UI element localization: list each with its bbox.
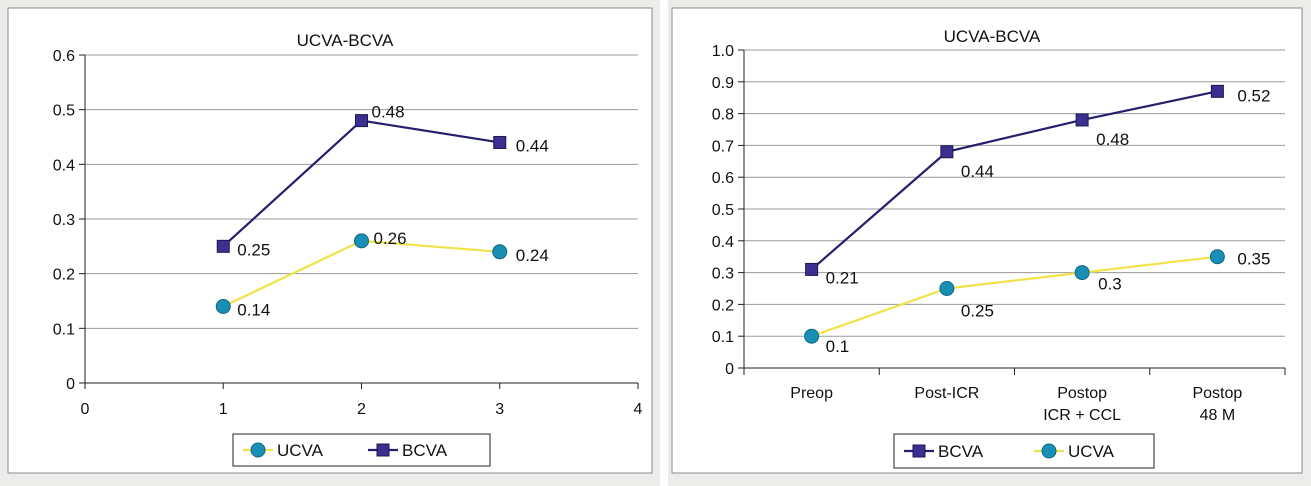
data-point-ucva bbox=[939, 281, 955, 296]
data-label: 0.44 bbox=[516, 136, 549, 155]
y-tick-label: 0.9 bbox=[712, 75, 734, 92]
series-line-ucva bbox=[811, 255, 1218, 338]
data-point-bcva bbox=[355, 114, 368, 128]
series-line-bcva bbox=[810, 90, 1218, 271]
x-category-label: Preop bbox=[790, 385, 833, 402]
data-point-bcva bbox=[940, 145, 954, 159]
x-category-label: ICR + CCL bbox=[1043, 407, 1121, 424]
legend-marker bbox=[1041, 443, 1057, 459]
data-label: 0.25 bbox=[961, 302, 994, 321]
legend-box bbox=[893, 433, 1155, 469]
data-point-ucva bbox=[1209, 249, 1225, 265]
data-point-ucva bbox=[492, 244, 508, 260]
y-tick-label: 0.2 bbox=[712, 297, 734, 314]
chart-area bbox=[7, 7, 653, 474]
y-tick-label: 0.5 bbox=[53, 103, 75, 120]
data-point-ucva bbox=[215, 298, 231, 314]
data-point-bcva bbox=[493, 135, 507, 149]
y-tick-label: 0.6 bbox=[53, 48, 75, 65]
data-label: 0.3 bbox=[1098, 275, 1122, 294]
y-tick-label: 0.4 bbox=[53, 157, 75, 174]
y-tick-label: 0.6 bbox=[712, 170, 734, 187]
legend-label: UCVA bbox=[277, 441, 324, 460]
y-tick-label: 0 bbox=[66, 376, 75, 393]
data-point-ucva bbox=[1074, 265, 1090, 281]
left-chart-panel: UCVA-BCVA 0 0.1 0.2 0.3 0.4 0.5 0.6 0 1 2 3 4 0.14 0.2… bbox=[0, 0, 660, 486]
legend-box bbox=[232, 433, 491, 467]
data-label: 0.1 bbox=[826, 337, 850, 356]
y-tick-label: 0.2 bbox=[53, 267, 75, 284]
data-point-ucva bbox=[354, 233, 369, 249]
y-tick-label: 0.1 bbox=[712, 329, 734, 346]
y-tick-label: 0.7 bbox=[712, 138, 734, 155]
data-label: 0.14 bbox=[237, 300, 270, 319]
legend-marker bbox=[376, 443, 390, 457]
panel-divider bbox=[660, 0, 668, 486]
y-tick-label: 0.4 bbox=[712, 234, 734, 251]
left-chart: UCVA-BCVA 0 0.1 0.2 0.3 0.4 0.5 0.6 0 1 2 3 4 0.14 0.2… bbox=[7, 7, 653, 474]
x-tick-label: 4 bbox=[634, 401, 643, 418]
chart-title: UCVA-BCVA bbox=[944, 27, 1041, 46]
y-tick-label: 0.3 bbox=[53, 212, 75, 229]
y-tick-label: 1.0 bbox=[712, 43, 734, 60]
data-label: 0.44 bbox=[961, 162, 994, 181]
x-category-label: Postop bbox=[1057, 385, 1107, 402]
data-label: 0.21 bbox=[826, 268, 859, 287]
data-label: 0.26 bbox=[374, 229, 407, 248]
x-tick-label: 1 bbox=[219, 401, 228, 418]
x-category-label: Postop bbox=[1192, 385, 1242, 402]
data-label: 0.35 bbox=[1237, 250, 1270, 269]
data-point-bcva bbox=[1075, 113, 1089, 127]
data-label: 0.48 bbox=[1096, 130, 1129, 149]
x-tick-label: 3 bbox=[495, 401, 504, 418]
data-label: 0.25 bbox=[237, 240, 270, 259]
right-chart-panel: UCVA-BCVA 0 0.1 0.2 0.3 0.4 0.5 0.6 0.7 0.8 0.9 1.0… bbox=[668, 0, 1311, 486]
legend-marker bbox=[912, 444, 926, 458]
y-tick-label: 0.3 bbox=[712, 266, 734, 283]
legend-label: BCVA bbox=[402, 441, 448, 460]
data-label: 0.52 bbox=[1237, 86, 1270, 105]
right-chart: UCVA-BCVA 0 0.1 0.2 0.3 0.4 0.5 0.6 0.7 0.8 0.9 1.0… bbox=[671, 7, 1303, 474]
y-tick-label: 0.5 bbox=[712, 202, 734, 219]
legend-label: BCVA bbox=[938, 442, 984, 461]
data-point-bcva bbox=[1210, 84, 1224, 98]
y-tick-label: 0.8 bbox=[712, 107, 734, 124]
data-label: 0.48 bbox=[372, 103, 405, 122]
y-tick-label: 0 bbox=[725, 361, 734, 378]
x-tick-label: 0 bbox=[81, 401, 90, 418]
data-point-bcva bbox=[216, 239, 230, 253]
data-point-ucva bbox=[804, 328, 820, 344]
legend-marker bbox=[250, 442, 266, 458]
x-category-label: Post-ICR bbox=[914, 385, 979, 402]
data-point-bcva bbox=[805, 262, 819, 276]
legend-label: UCVA bbox=[1068, 442, 1115, 461]
chart-title: UCVA-BCVA bbox=[297, 31, 394, 50]
x-tick-label: 2 bbox=[357, 401, 366, 418]
x-category-label: 48 M bbox=[1200, 407, 1236, 424]
y-tick-label: 0.1 bbox=[53, 321, 75, 338]
data-label: 0.24 bbox=[516, 246, 549, 265]
